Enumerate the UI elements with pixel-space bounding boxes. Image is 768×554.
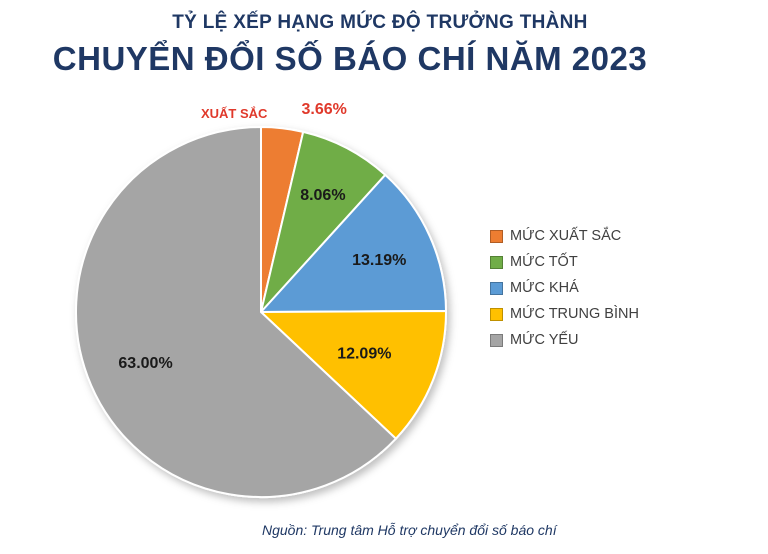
slice-kha[interactable] [258, 173, 448, 314]
legend-label: MỨC TRUNG BÌNH [510, 306, 639, 322]
legend-swatch [490, 281, 503, 295]
legend-swatch [490, 255, 503, 269]
data-label: 63.00% [118, 355, 172, 372]
legend-swatch [490, 229, 503, 243]
slice-yeu[interactable] [75, 125, 398, 498]
legend-label: MỨC KHÁ [510, 280, 579, 296]
legend-item-tot[interactable]: MỨC TỐT [490, 249, 639, 275]
legend-item-kha[interactable]: MỨC KHÁ [490, 275, 639, 301]
chart-legend: MỨC XUẤT SẮC MỨC TỐT MỨC KHÁ MỨC TRUNG B… [490, 223, 639, 353]
slice-trung-binh[interactable] [258, 309, 447, 441]
legend-item-xuat-sac[interactable]: MỨC XUẤT SẮC [490, 223, 639, 249]
chart-subtitle: TỶ LỆ XẾP HẠNG MỨC ĐỘ TRƯỞNG THÀNH [172, 12, 588, 33]
annotation-label: XUẤT SẮC [201, 106, 268, 121]
legend-item-yeu[interactable]: MỨC YẾU [490, 327, 639, 353]
data-label: 13.19% [352, 252, 406, 269]
legend-label: MỨC TỐT [510, 254, 578, 270]
legend-label: MỨC YẾU [510, 332, 579, 348]
data-label: 12.09% [337, 346, 391, 363]
legend-swatch [490, 333, 503, 347]
data-label: 3.66% [302, 101, 347, 118]
slice-tot[interactable] [259, 130, 387, 316]
data-label: 8.06% [300, 187, 345, 204]
legend-item-trung-binh[interactable]: MỨC TRUNG BÌNH [490, 301, 639, 327]
source-note: Nguồn: Trung tâm Hỗ trợ chuyển đổi số bá… [262, 522, 557, 538]
legend-swatch [490, 307, 503, 321]
legend-label: MỨC XUẤT SẮC [510, 228, 622, 244]
chart-title: CHUYỂN ĐỔI SỐ BÁO CHÍ NĂM 2023 [52, 40, 648, 77]
